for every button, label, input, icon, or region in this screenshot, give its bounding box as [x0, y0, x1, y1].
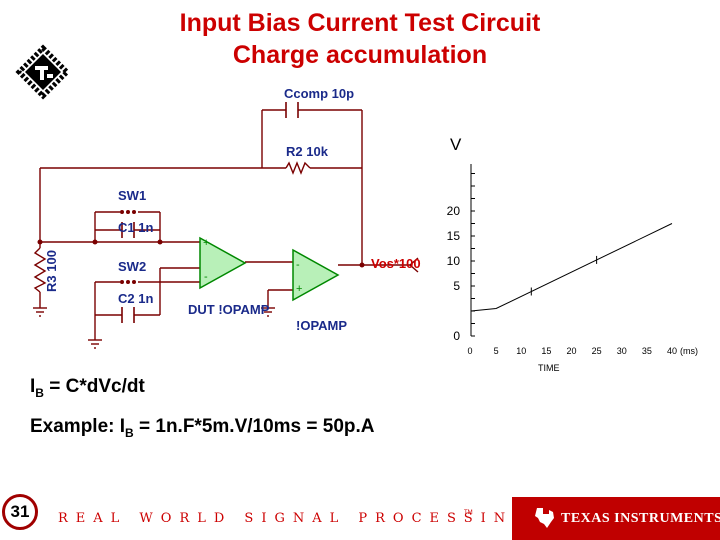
y-tick-label: 10: [447, 254, 461, 268]
resistor-r3-symbol: [33, 247, 47, 293]
slide-number: 31: [2, 494, 38, 530]
y-tick-label: 0: [453, 329, 460, 343]
c1-label: C1 1n: [118, 220, 153, 235]
y-tick-label: 20: [447, 204, 461, 218]
title-line-2: Charge accumulation: [232, 41, 488, 69]
sw1-label: SW1: [118, 188, 146, 203]
switch-symbols: [37, 210, 365, 284]
voltage-time-chart: V 0 5 10 15 20 0 5 10 15 20 25 30 35 40 TIME (ms): [447, 135, 698, 373]
example-equation: Example: IB = 1n.F*5m.V/10ms = 50p.A: [30, 416, 375, 440]
second-opamp-symbol: - +: [292, 248, 340, 302]
r3-label: R3 100: [44, 250, 59, 292]
ground-symbols: [33, 307, 275, 349]
schematic-wires: [39, 109, 410, 340]
example-prefix: Example: I: [30, 416, 126, 437]
svg-text:+: +: [203, 237, 209, 249]
svg-text:-: -: [296, 259, 300, 271]
ib-symbol: I: [30, 376, 36, 397]
vos-net-label: Vos*100: [371, 256, 421, 271]
x-tick-label: 5: [494, 346, 499, 356]
x-axis-label: TIME: [538, 363, 560, 373]
title-line-1: Input Bias Current Test Circuit: [179, 9, 541, 37]
y-minor-ticks: [471, 173, 475, 337]
ti-diamond-logo: [15, 44, 71, 100]
x-tick-label: 35: [642, 346, 652, 356]
svg-text:-: -: [204, 271, 208, 283]
x-unit-label: (ms): [680, 346, 698, 356]
bias-current-equation: IB = C*dVc/dt: [30, 376, 145, 400]
y-axis-label: V: [450, 135, 462, 154]
output-probe-icon: [408, 257, 419, 273]
x-tick-label: 15: [541, 346, 551, 356]
x-tick-label: 20: [566, 346, 576, 356]
x-tick-label: 10: [516, 346, 526, 356]
texas-state-icon: [535, 508, 554, 528]
x-tick-label: 25: [592, 346, 602, 356]
example-body: = 1n.F*5m.V/10ms = 50p.A: [133, 416, 375, 437]
equation-body: = C*dVc/dt: [43, 376, 145, 397]
c2-label: C2 1n: [118, 291, 153, 306]
example-subscript: B: [125, 425, 134, 440]
opamp-label: !OPAMP: [296, 318, 347, 333]
sw2-label: SW2: [118, 259, 146, 274]
resistor-r2-symbol: [285, 161, 311, 175]
y-tick-label: 15: [447, 229, 461, 243]
y-tick-label: 5: [453, 279, 460, 293]
brand-name: TEXAS INSTRUMENTS: [561, 511, 720, 526]
r2-label: R2 10k: [286, 144, 329, 159]
dut-label: DUT !OPAMP: [188, 302, 270, 317]
x-tick-label: 30: [617, 346, 627, 356]
tagline: REAL WORLD SIGNAL PROCESSING: [58, 511, 532, 526]
x-tick-label: 0: [467, 346, 472, 356]
svg-text:+: +: [296, 283, 302, 295]
capacitor-symbols: [121, 102, 299, 323]
dut-opamp-symbol: + -: [199, 236, 247, 290]
ccomp-label: Ccomp 10p: [284, 86, 354, 101]
x-tick-label: 40: [667, 346, 677, 356]
series-line: [470, 223, 673, 312]
ib-subscript: B: [35, 385, 44, 400]
trademark-mark: TM: [464, 510, 473, 516]
